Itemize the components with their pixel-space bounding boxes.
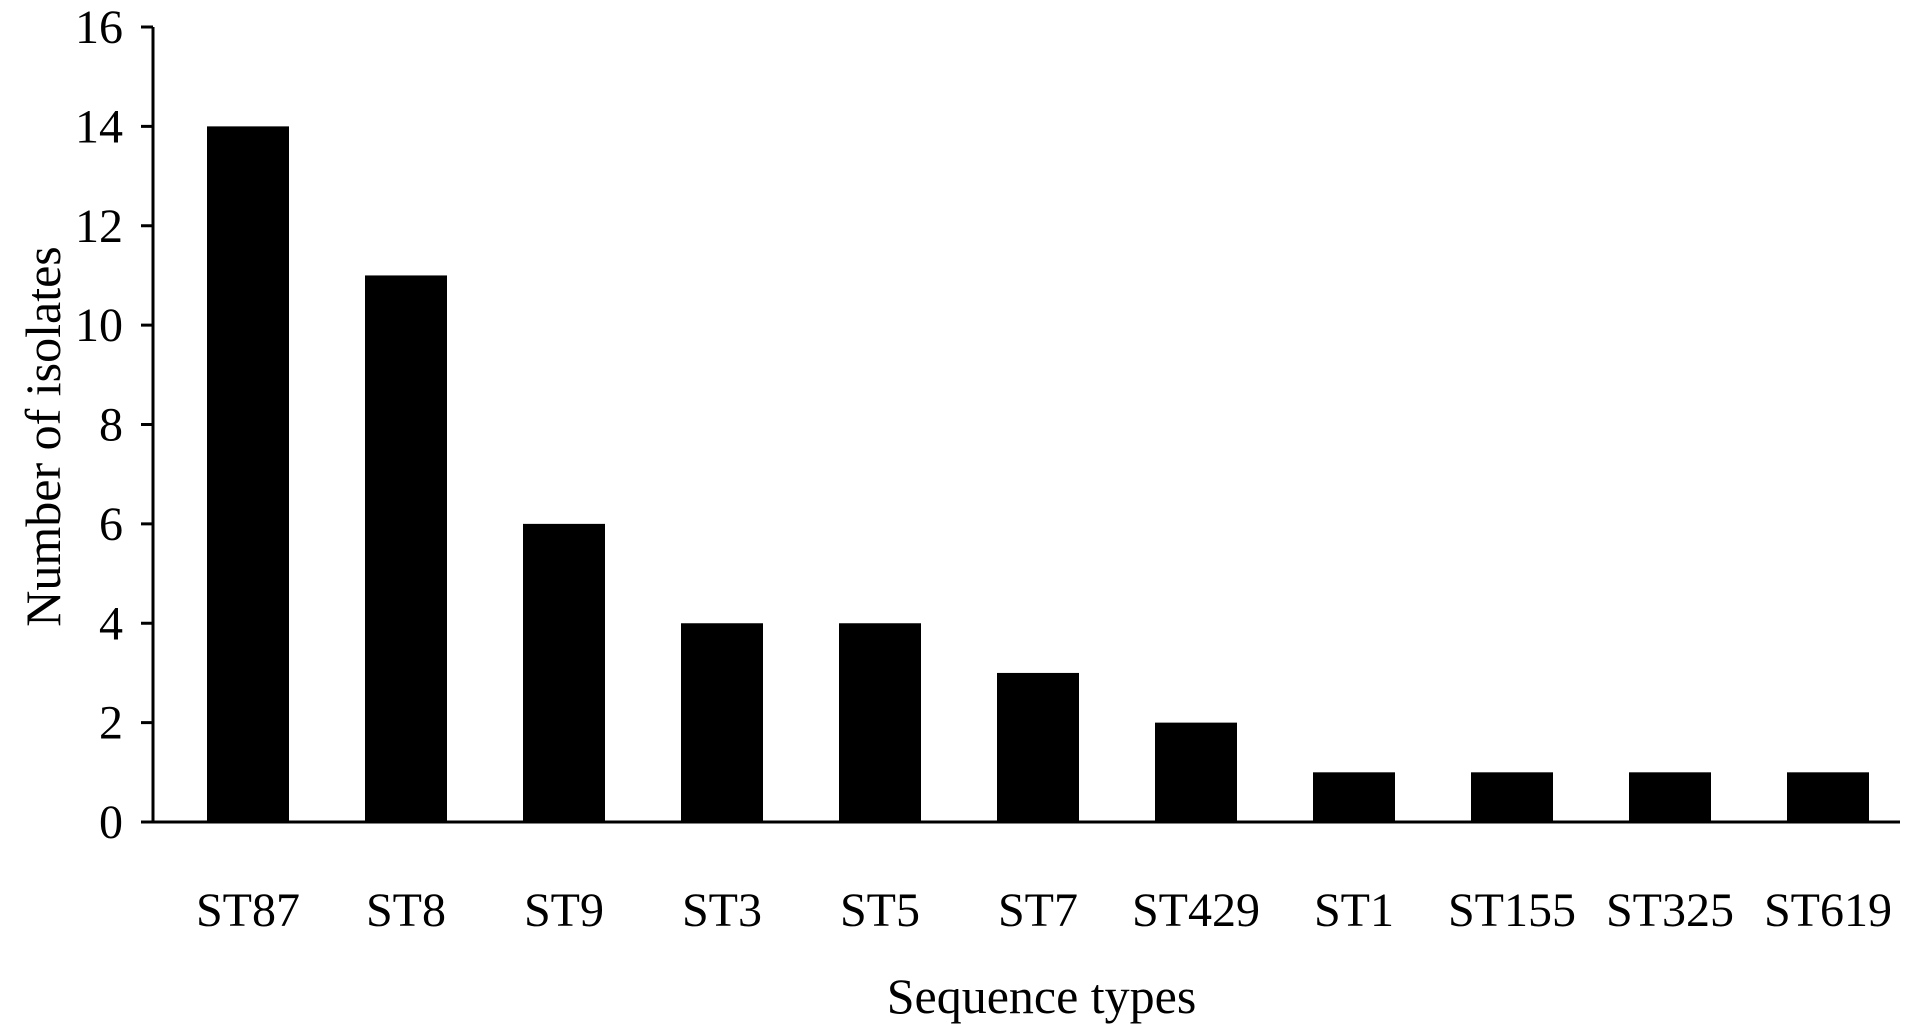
y-tick-label: 8 xyxy=(99,399,123,452)
x-category-label: ST429 xyxy=(1132,884,1260,937)
x-axis-title: Sequence types xyxy=(887,968,1197,1024)
y-tick-label: 14 xyxy=(75,100,123,153)
y-tick-label: 2 xyxy=(99,697,123,750)
y-axis-title: Number of isolates xyxy=(15,246,71,626)
x-category-label: ST5 xyxy=(840,884,920,937)
bar-st1 xyxy=(1313,772,1395,822)
bar-st619 xyxy=(1787,772,1869,822)
y-tick-label: 6 xyxy=(99,498,123,551)
bar-st429 xyxy=(1155,722,1237,822)
x-category-label: ST8 xyxy=(366,884,446,937)
bar-st325 xyxy=(1629,772,1711,822)
y-tick-label: 12 xyxy=(75,200,123,253)
bar-st7 xyxy=(997,672,1079,822)
x-category-label: ST9 xyxy=(524,884,604,937)
y-axis-ticks: 0 2 4 6 8 10 12 14 16 xyxy=(75,1,153,849)
x-category-label: ST3 xyxy=(682,884,762,937)
y-tick-label: 0 xyxy=(99,796,123,849)
x-category-label: ST325 xyxy=(1606,884,1734,937)
x-category-label: ST7 xyxy=(998,884,1078,937)
y-tick-label: 4 xyxy=(99,597,123,650)
bar-st3 xyxy=(681,623,763,822)
y-tick-label: 10 xyxy=(75,299,123,352)
bar-st87 xyxy=(207,126,289,822)
x-axis-category-labels: ST87 ST8 ST9 ST3 ST5 ST7 ST429 ST1 ST155 ST325 ST6… xyxy=(196,884,1892,937)
x-category-label: ST155 xyxy=(1448,884,1576,937)
x-category-label: ST87 xyxy=(196,884,300,937)
bars-layer xyxy=(207,126,1869,822)
bar-st155 xyxy=(1471,772,1553,822)
bar-st9 xyxy=(523,523,605,822)
bar-st8 xyxy=(365,275,447,822)
y-tick-label: 16 xyxy=(75,1,123,54)
bar-st5 xyxy=(839,623,921,822)
x-category-label: ST1 xyxy=(1314,884,1394,937)
x-category-label: ST619 xyxy=(1764,884,1892,937)
